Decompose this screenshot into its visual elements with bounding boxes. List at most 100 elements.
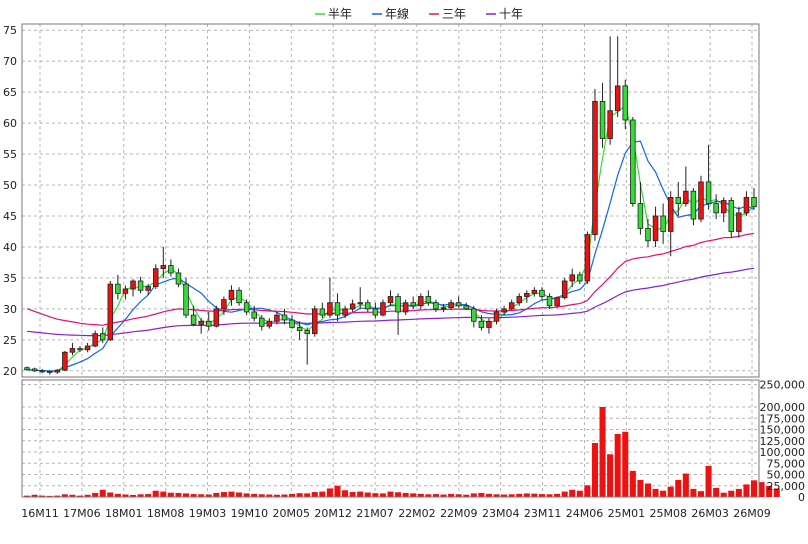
candle-body [448, 302, 454, 309]
candle-body [281, 314, 288, 321]
volume-bar [31, 494, 38, 497]
x-axis-ticks: 16M11 17M06 18M01 18M08 19M03 19M10 20M05 20M12… [21, 507, 771, 520]
candle-body [296, 327, 303, 331]
volume-bar [183, 493, 190, 497]
volume-bar [175, 492, 182, 497]
x-tick-label: 17M06 [63, 507, 101, 520]
legend: 半年 年線 三年 十年 [315, 6, 523, 21]
candle-body [175, 272, 182, 285]
price-tick-label: 50 [3, 179, 17, 192]
candle-body [289, 319, 295, 328]
volume-bar [46, 495, 53, 497]
volume-bar [410, 493, 417, 497]
volume-bar [720, 492, 727, 497]
volume-bar [251, 493, 258, 497]
x-tick-label: 23M04 [482, 507, 520, 520]
volume-bar [644, 483, 652, 497]
candle-body [728, 200, 735, 232]
candle-body [524, 292, 530, 297]
x-tick-label: 26M09 [733, 507, 771, 520]
volume-tick-label: 25,000 [767, 480, 806, 493]
candle-body [683, 190, 689, 204]
candle-body [531, 289, 538, 294]
volume-panel-frame [21, 379, 760, 498]
candle-body [92, 333, 98, 347]
volume-bar [660, 490, 667, 497]
volume-bar [561, 491, 568, 497]
volume-bar [122, 494, 129, 497]
volume-bar [334, 485, 341, 497]
volume-tick-label: 50,000 [767, 469, 806, 482]
candle-body [274, 314, 280, 322]
volume-bar [584, 485, 591, 497]
price-tick-label: 65 [3, 86, 17, 99]
candle-body [99, 333, 106, 341]
candle-body [418, 296, 424, 307]
legend-label: 年線 [385, 6, 409, 21]
legend-label: 三年 [442, 7, 466, 21]
candle-body [54, 369, 61, 373]
candle-body [259, 317, 265, 327]
volume-bar [61, 494, 68, 497]
price-tick-label: 60 [3, 117, 17, 130]
legend-label: 十年 [499, 7, 523, 21]
volume-bar [107, 492, 114, 497]
volume-bar [319, 491, 326, 497]
candle-body [327, 302, 333, 316]
candle-body [425, 296, 432, 304]
volume-bar [243, 493, 250, 497]
candle-body [486, 320, 492, 328]
volume-bar [425, 494, 432, 497]
volume-grid [22, 380, 759, 498]
volume-bar [372, 493, 379, 497]
candle-body [304, 330, 310, 335]
candle-body [107, 283, 114, 341]
volume-bar [614, 434, 621, 497]
volume-bar [576, 490, 583, 497]
ma-one-year-line [26, 140, 755, 372]
ma-ten-year-line [26, 267, 755, 337]
candle-body [751, 197, 757, 208]
candle-body [675, 197, 682, 204]
x-tick-label: 18M01 [105, 507, 143, 520]
volume-bar [326, 488, 333, 497]
volume-bar [379, 493, 386, 497]
candles [24, 36, 757, 375]
candle-body [183, 283, 189, 316]
price-tick-label: 30 [3, 303, 17, 316]
volume-bar [145, 494, 152, 497]
candle-body [713, 203, 719, 214]
volume-bar [114, 493, 121, 497]
volume-bar [236, 492, 243, 497]
candle-body [410, 302, 416, 307]
candle-body [660, 215, 666, 232]
candle-body [198, 320, 204, 325]
candle-body [349, 303, 356, 310]
candle-body [554, 297, 560, 307]
volume-bar [213, 492, 220, 497]
candle-body [546, 296, 553, 307]
candle-body [168, 265, 174, 274]
volume-bar [357, 491, 364, 497]
candle-body [206, 320, 212, 327]
volume-bar [296, 493, 303, 497]
candle-body [569, 274, 575, 282]
volume-bar [455, 494, 462, 497]
candle-body [380, 302, 386, 316]
candle-body [46, 371, 53, 373]
candle-body [213, 308, 220, 327]
candle-body [743, 197, 750, 214]
volume-bar [198, 494, 205, 497]
volume-bar [713, 488, 720, 497]
volume-bar [629, 470, 636, 497]
x-tick-label: 18M08 [147, 507, 185, 520]
volume-bar [538, 494, 545, 497]
x-tick-label: 21M07 [356, 507, 394, 520]
candle-body [720, 200, 727, 214]
x-tick-label: 26M03 [691, 507, 729, 520]
x-tick-label: 25M08 [649, 507, 687, 520]
volume-bar [569, 489, 576, 497]
volume-tick-label: 125,000 [760, 435, 806, 448]
candle-body [130, 280, 136, 290]
candle-body [115, 283, 121, 294]
